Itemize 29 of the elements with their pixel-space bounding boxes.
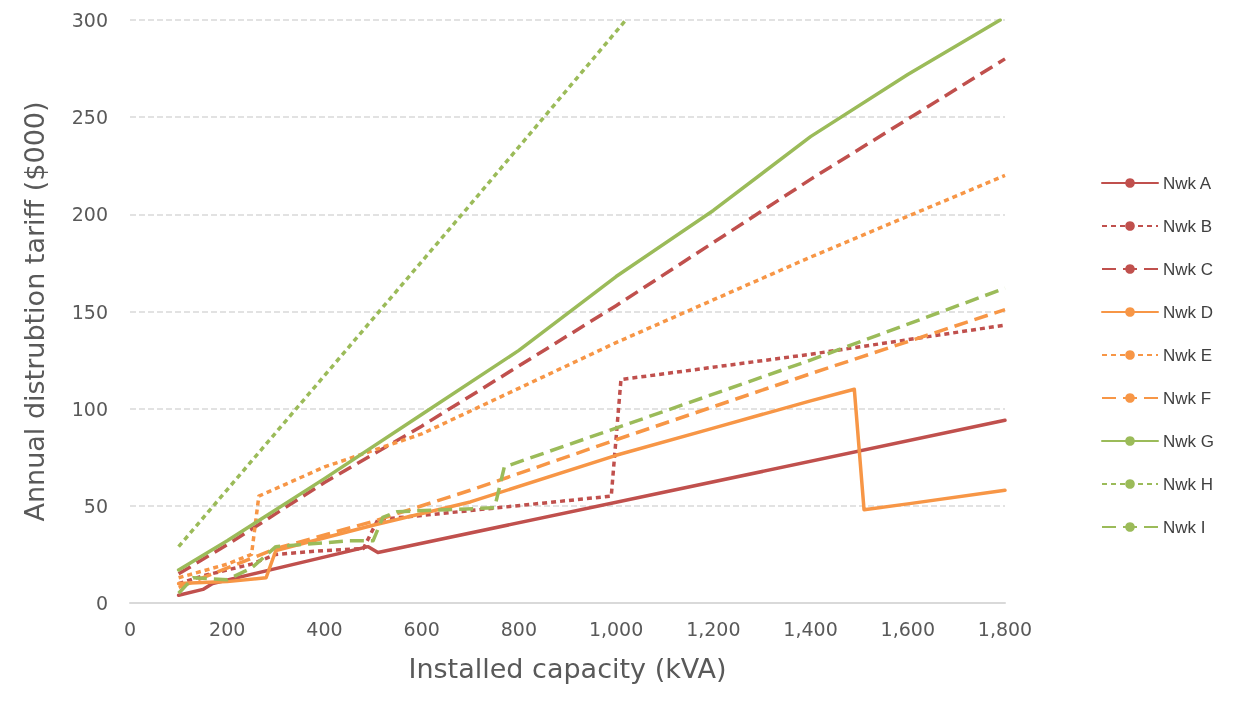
legend-label: Nwk H [1163,474,1214,494]
x-tick-label: 1,200 [686,617,741,640]
legend-label: Nwk E [1163,345,1213,365]
x-tick-label: 600 [403,617,440,640]
legend-label: Nwk D [1163,302,1214,322]
x-axis-title: Installed capacity (kVA) [408,653,727,684]
x-tick-label: 200 [209,617,246,640]
y-tick-label: 300 [71,9,108,31]
x-tick-label: 1,800 [977,617,1033,640]
x-tick-label: 400 [306,617,343,640]
x-tick-label: 1,600 [880,617,935,640]
x-tick-label: 1,400 [783,617,838,640]
legend-label: Nwk I [1163,517,1206,537]
y-tick-label: 250 [71,106,108,129]
legend-label: Nwk A [1163,173,1212,193]
legend-label: Nwk B [1163,216,1213,236]
y-tick-label: 150 [71,300,108,323]
x-tick-label: 0 [123,617,137,640]
line-series [176,18,628,549]
legend-label: Nwk C [1163,259,1214,279]
y-tick-label: 50 [83,494,108,517]
x-tick-label: 800 [500,617,538,640]
legend-label: Nwk F [1163,388,1212,408]
y-tick-label: 100 [71,397,108,420]
legend-label: Nwk G [1163,431,1214,451]
x-tick-label: 1,000 [588,617,644,640]
y-tick-label: 0 [95,592,108,614]
y-axis-title: Annual distrubtion tariff ($000) [19,101,50,522]
y-tick-label: 200 [71,203,108,226]
